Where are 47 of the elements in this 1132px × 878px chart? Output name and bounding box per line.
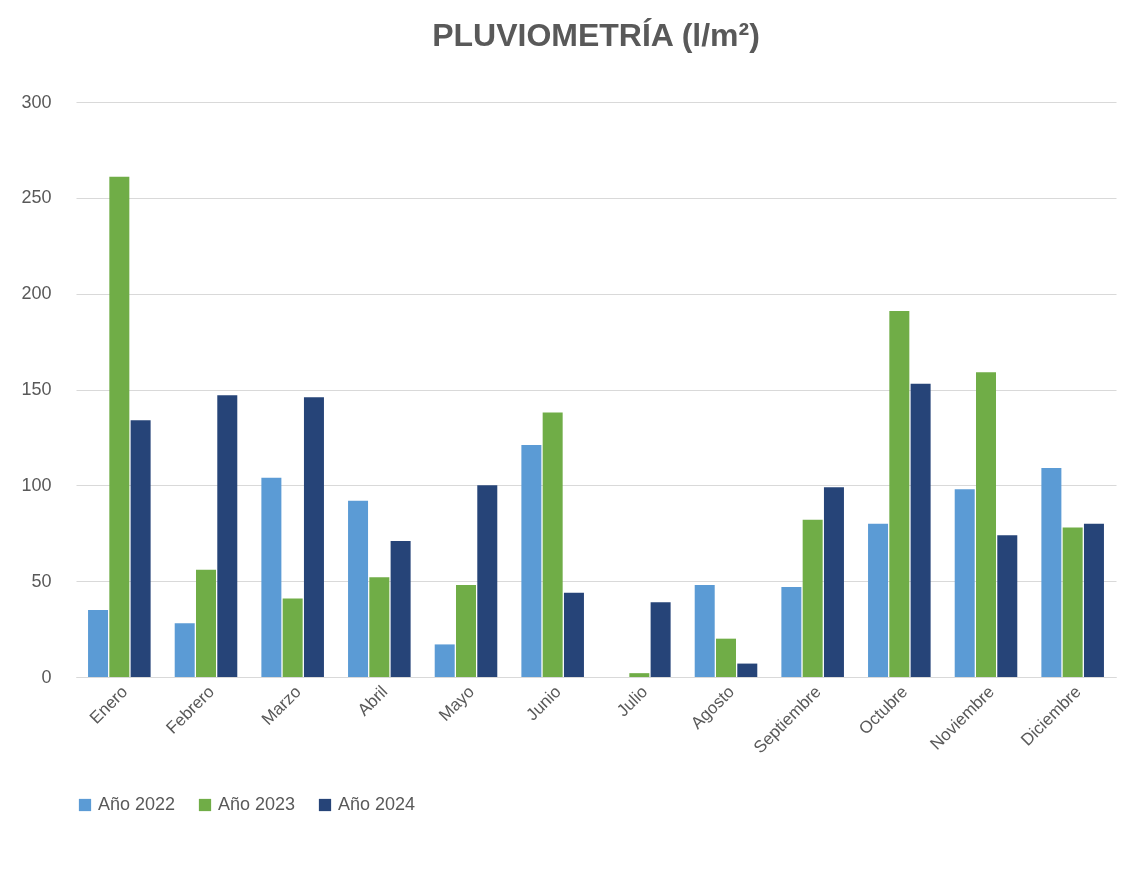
bar <box>737 663 758 677</box>
bar <box>976 372 996 677</box>
bar <box>802 519 823 677</box>
bar <box>563 592 584 677</box>
bar <box>542 412 563 677</box>
legend-label: Año 2023 <box>218 794 296 814</box>
bar <box>716 638 736 677</box>
y-tick-label: 0 <box>41 666 52 687</box>
chart-title: PLUVIOMETRÍA (l/m²) <box>432 17 760 53</box>
bar <box>303 397 324 677</box>
bar <box>954 489 975 677</box>
y-tick-label: 250 <box>21 187 52 208</box>
bar <box>1041 468 1062 677</box>
bar <box>629 673 650 677</box>
y-tick-label: 50 <box>31 570 52 591</box>
y-tick-label: 300 <box>21 91 52 112</box>
bar <box>910 383 931 677</box>
bar <box>868 523 889 677</box>
x-tick-label: Julio <box>613 682 652 721</box>
bar <box>997 535 1018 677</box>
y-tick-label: 150 <box>21 379 52 399</box>
bar <box>434 644 455 677</box>
bar <box>694 585 715 677</box>
bar <box>823 487 844 677</box>
bar <box>261 477 282 677</box>
legend-label: Año 2022 <box>98 794 176 814</box>
bar <box>88 609 109 677</box>
bar <box>109 176 130 677</box>
bar <box>477 485 498 677</box>
bar <box>369 577 390 677</box>
bar <box>130 420 151 677</box>
bar <box>348 500 369 677</box>
bar <box>196 569 216 677</box>
bar <box>650 602 671 677</box>
legend-label: Año 2024 <box>338 794 416 814</box>
bar <box>217 395 238 677</box>
bar <box>1062 527 1083 677</box>
bar <box>889 310 910 677</box>
bar <box>390 540 411 677</box>
bar <box>521 445 542 677</box>
bar <box>282 598 303 677</box>
bar <box>174 623 195 677</box>
bar <box>456 585 476 677</box>
y-tick-label: 200 <box>21 283 52 304</box>
y-tick-label: 100 <box>21 474 52 495</box>
bar <box>781 586 802 677</box>
bar <box>1083 523 1104 677</box>
